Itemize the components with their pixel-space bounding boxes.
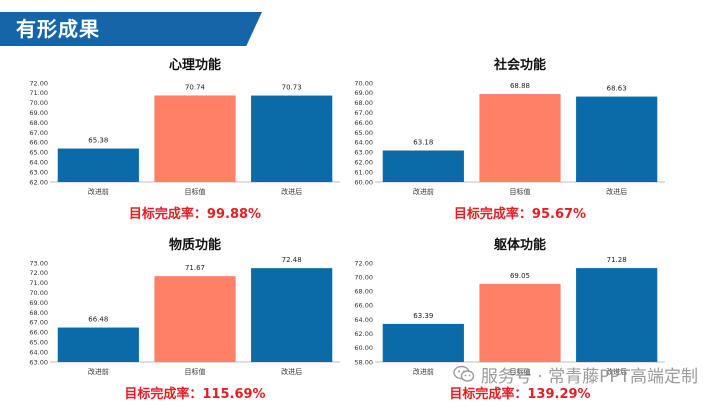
category-label: 目标值 (185, 187, 206, 196)
y-tick-label: 58.00 (354, 358, 373, 366)
y-tick-label: 69.00 (29, 109, 48, 117)
category-label: 改进前 (88, 187, 109, 196)
bar-1 (382, 323, 464, 362)
y-tick-label: 69.00 (354, 89, 373, 97)
bar-2 (479, 94, 561, 182)
bar-3 (251, 95, 333, 182)
data-label: 68.88 (510, 82, 530, 90)
y-tick-label: 72.00 (29, 79, 48, 87)
y-tick-label: 66.00 (354, 302, 373, 310)
header-banner: 有形成果 (0, 12, 262, 46)
y-tick-label: 65.00 (354, 129, 373, 137)
y-tick-label: 62.00 (29, 178, 48, 186)
bar-3 (576, 268, 658, 362)
y-tick-label: 66.00 (354, 119, 373, 127)
data-label: 63.18 (413, 139, 433, 147)
y-tick-label: 61.00 (354, 168, 373, 176)
category-label: 目标值 (510, 367, 531, 376)
y-tick-label: 65.00 (29, 149, 48, 157)
y-tick-label: 62.00 (354, 330, 373, 338)
y-tick-label: 70.00 (29, 99, 48, 107)
y-tick-label: 69.00 (29, 299, 48, 307)
wechat-icon (453, 365, 475, 383)
y-tick-label: 64.00 (29, 159, 48, 167)
category-label: 改进后 (281, 187, 302, 196)
chart-title: 心理功能 (169, 57, 221, 73)
y-tick-label: 70.00 (354, 79, 373, 87)
chart-title: 躯体功能 (493, 237, 546, 253)
completion-rate: 目标完成率：99.88% (129, 206, 261, 222)
category-label: 改进后 (281, 367, 302, 376)
bar-3 (251, 268, 333, 362)
y-tick-label: 63.00 (29, 168, 48, 176)
data-label: 69.05 (510, 272, 530, 280)
data-label: 70.73 (282, 84, 302, 92)
bar-1 (382, 150, 464, 182)
y-tick-label: 67.00 (354, 109, 373, 117)
y-tick-label: 72.00 (354, 259, 373, 267)
category-label: 改进前 (413, 367, 434, 376)
data-label: 63.39 (413, 312, 433, 320)
data-label: 70.74 (185, 83, 206, 91)
category-label: 改进后 (606, 187, 627, 196)
y-tick-label: 66.00 (29, 329, 48, 337)
y-tick-label: 70.00 (29, 289, 48, 297)
completion-rate: 目标完成率：95.67% (454, 206, 586, 222)
y-tick-label: 71.00 (29, 279, 48, 287)
bar-2 (154, 276, 236, 362)
completion-rate: 目标完成率：115.69% (124, 386, 265, 402)
y-tick-label: 68.00 (354, 99, 373, 107)
chart-title: 物质功能 (169, 237, 221, 253)
bar-2 (154, 95, 236, 182)
y-tick-label: 67.00 (29, 129, 48, 137)
chart-title: 社会功能 (493, 57, 546, 73)
category-label: 改进前 (413, 187, 434, 196)
bar-1 (57, 327, 139, 362)
data-label: 71.67 (185, 264, 205, 272)
watermark: 服务号 · 常青藤PPT高端定制 (453, 362, 698, 387)
category-label: 目标值 (185, 367, 206, 376)
y-tick-label: 64.00 (29, 348, 48, 356)
page-title: 有形成果 (16, 17, 100, 41)
data-label: 65.38 (88, 137, 108, 145)
y-tick-label: 63.00 (29, 358, 48, 366)
y-tick-label: 70.00 (354, 273, 373, 281)
y-tick-label: 63.00 (354, 149, 373, 157)
y-tick-label: 68.00 (354, 288, 373, 296)
bar-3 (576, 96, 658, 182)
y-tick-label: 73.00 (29, 259, 48, 267)
chart-physical-function: 躯体功能 58.00 60.00 62.00 64.00 66.00 68.00 70.00 7… (354, 237, 665, 402)
data-label: 66.48 (88, 316, 108, 324)
category-label: 改进前 (88, 367, 109, 376)
watermark-text: 服务号 · 常青藤PPT高端定制 (480, 366, 698, 387)
y-tick-label: 64.00 (354, 139, 373, 147)
completion-rate: 目标完成率：139.29% (449, 386, 590, 402)
y-tick-label: 60.00 (354, 344, 373, 352)
data-label: 72.48 (282, 256, 302, 264)
y-tick-label: 68.00 (29, 309, 48, 317)
y-tick-label: 68.00 (29, 119, 48, 127)
y-tick-label: 67.00 (29, 319, 48, 327)
y-tick-label: 62.00 (354, 159, 373, 167)
y-tick-label: 65.00 (29, 339, 48, 347)
bar-2 (479, 283, 561, 362)
category-label: 目标值 (510, 187, 531, 196)
y-tick-label: 72.00 (29, 269, 48, 277)
y-tick-label: 64.00 (354, 316, 373, 324)
y-tick-label: 60.00 (354, 178, 373, 186)
bar-1 (57, 148, 139, 182)
y-tick-label: 66.00 (29, 139, 48, 147)
y-tick-label: 71.00 (29, 89, 48, 97)
data-label: 68.63 (607, 85, 627, 93)
data-label: 71.28 (607, 256, 627, 264)
category-label: 改进后 (606, 367, 627, 376)
